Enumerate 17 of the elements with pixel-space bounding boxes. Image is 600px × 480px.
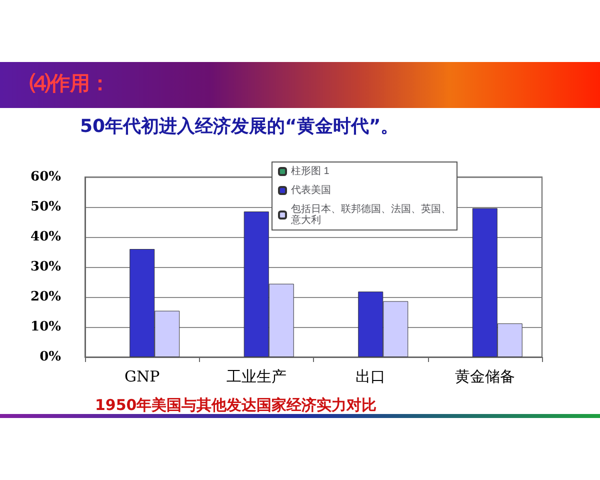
chart-subtitle: 50年代初进入经济发展的“黄金时代”。 — [80, 115, 399, 138]
y-tick-label: 40% — [30, 230, 62, 244]
y-tick-label: 50% — [30, 200, 62, 214]
legend-label: 包括日本、联邦德国、法国、英国、意大利 — [290, 203, 451, 226]
chart-title: ⑷作用： — [30, 70, 110, 97]
text: 1950年美国与其他发达国家经济实力对比 — [95, 396, 377, 415]
y-tick-label: 60% — [30, 170, 62, 184]
y-tick-label: 10% — [30, 320, 62, 334]
y-tick-label: 30% — [30, 260, 62, 274]
y-tick-label: 0% — [40, 350, 62, 364]
legend-label: 代表美国 — [290, 184, 331, 196]
x-tick-label: GNP — [124, 368, 160, 386]
x-tick-label: 黄金储备 — [454, 368, 515, 386]
x-tick-label: 出口 — [356, 368, 386, 386]
x-tick-label: 工业生产 — [226, 368, 286, 386]
y-tick-label: 20% — [30, 290, 62, 304]
legend-label: 柱形图 1 — [291, 165, 330, 177]
